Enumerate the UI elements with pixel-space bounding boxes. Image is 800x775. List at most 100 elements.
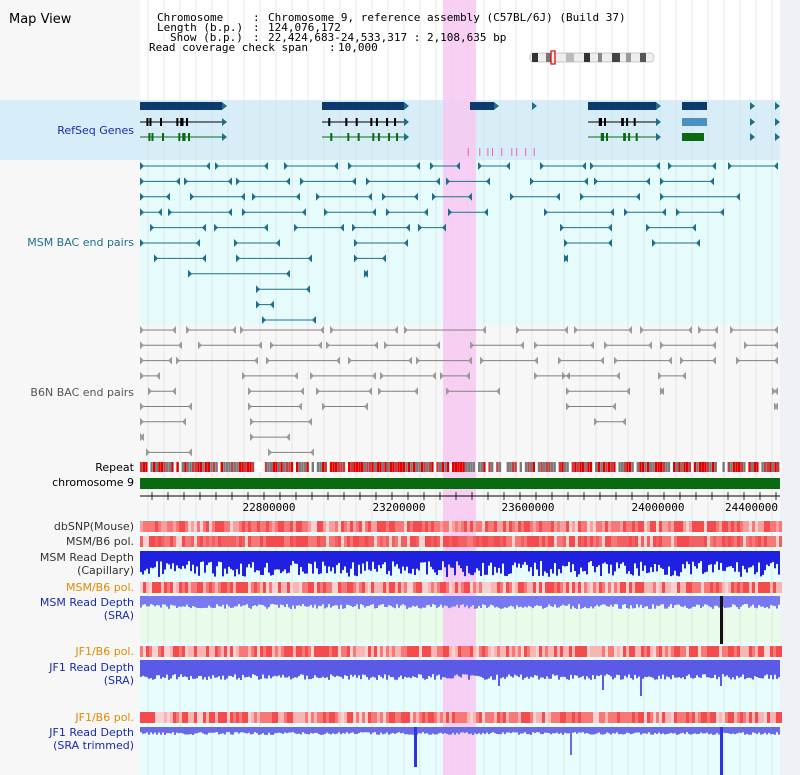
depth-bar bbox=[592, 596, 594, 609]
chromosome-ideogram[interactable] bbox=[529, 50, 655, 65]
depth-bar bbox=[518, 727, 520, 735]
depth-bar bbox=[452, 660, 454, 679]
depth-bar bbox=[574, 727, 576, 733]
heat-cell bbox=[200, 712, 203, 723]
msm-bac-label[interactable]: MSM BAC end pairs bbox=[27, 236, 134, 249]
heat-cell bbox=[686, 521, 689, 532]
depth-bar bbox=[754, 596, 756, 608]
heat-cell bbox=[677, 712, 680, 723]
depth-bar bbox=[598, 596, 600, 607]
heat-cell bbox=[722, 646, 725, 657]
heat-cell bbox=[161, 521, 164, 532]
heat-cell bbox=[557, 646, 560, 657]
heat-cell bbox=[248, 536, 251, 547]
bac-end bbox=[254, 356, 258, 365]
depth-bar bbox=[398, 727, 400, 733]
refseq-genes-track[interactable] bbox=[140, 102, 780, 156]
depth-bar bbox=[608, 551, 610, 574]
b6n-bac-track[interactable] bbox=[140, 326, 778, 457]
depth-bar bbox=[378, 660, 380, 676]
refseq-genes-label[interactable]: RefSeq Genes bbox=[57, 124, 134, 137]
depth-bar bbox=[444, 660, 446, 678]
depth-bar bbox=[460, 727, 462, 733]
depth-bar bbox=[180, 551, 182, 570]
heat-cell bbox=[332, 521, 335, 532]
depth-bar bbox=[310, 660, 312, 680]
depth-bar bbox=[264, 727, 266, 735]
heat-cell bbox=[215, 646, 218, 657]
heat-cell bbox=[245, 712, 248, 723]
heat-cell bbox=[707, 712, 710, 723]
depth-bar bbox=[190, 596, 192, 609]
depth-bar bbox=[734, 727, 736, 735]
heat-cell bbox=[392, 582, 395, 593]
heat-cell bbox=[662, 712, 665, 723]
heat-cell bbox=[491, 521, 494, 532]
depth-bar bbox=[188, 727, 190, 735]
depth-bar bbox=[592, 551, 594, 567]
repeat-block bbox=[652, 462, 655, 472]
heat-cell bbox=[296, 712, 299, 723]
repeat-block bbox=[561, 462, 564, 472]
depth-bar bbox=[308, 660, 310, 680]
depth-bar bbox=[572, 660, 574, 679]
b6n-bac-label[interactable]: B6N BAC end pairs bbox=[30, 386, 134, 399]
heat-cell bbox=[728, 536, 731, 547]
repeat-block bbox=[147, 462, 151, 472]
depth-bar bbox=[196, 596, 198, 608]
bac-end bbox=[294, 223, 298, 232]
heat-cell bbox=[143, 582, 146, 593]
heat-cell bbox=[515, 536, 518, 547]
depth-bar bbox=[356, 660, 358, 678]
heat-cell bbox=[308, 712, 311, 723]
depth-bar bbox=[572, 596, 574, 607]
depth-bar bbox=[300, 551, 302, 567]
right-scrollbar[interactable] bbox=[780, 0, 800, 775]
heat-cell bbox=[509, 582, 512, 593]
depth-bar bbox=[634, 660, 636, 675]
heat-cell bbox=[668, 646, 671, 657]
depth-bar bbox=[260, 551, 262, 575]
refseq-exon bbox=[598, 118, 601, 126]
heat-cell bbox=[698, 521, 701, 532]
heat-cell bbox=[380, 712, 383, 723]
bac-end bbox=[236, 177, 240, 186]
repeat-block bbox=[485, 462, 489, 472]
depth-bar bbox=[580, 596, 582, 609]
depth-bar bbox=[680, 660, 682, 679]
depth-bar bbox=[674, 551, 676, 571]
heat-cell bbox=[383, 536, 386, 547]
depth-bar bbox=[684, 727, 686, 735]
depth-bar bbox=[340, 551, 342, 574]
heat-cell bbox=[563, 521, 566, 532]
heat-cell bbox=[272, 712, 275, 723]
depth-bar bbox=[238, 727, 240, 734]
heat-cell bbox=[740, 712, 743, 723]
heat-cell bbox=[248, 646, 251, 657]
depth-bar bbox=[542, 727, 544, 735]
depth-bar bbox=[250, 551, 252, 568]
repeat-block bbox=[662, 462, 665, 472]
depth-bar bbox=[534, 660, 536, 676]
depth-bar bbox=[198, 551, 200, 576]
depth-bar bbox=[408, 660, 410, 678]
selected-region-highlight[interactable] bbox=[443, 0, 476, 775]
depth-bar bbox=[552, 596, 554, 607]
msm-bac-track[interactable] bbox=[140, 162, 778, 324]
heat-cell bbox=[332, 582, 335, 593]
depth-bar bbox=[180, 596, 182, 607]
refseq-exon bbox=[355, 118, 358, 126]
bac-end bbox=[574, 326, 578, 334]
heat-cell bbox=[734, 712, 737, 723]
heat-cell bbox=[503, 521, 506, 532]
depth-bar bbox=[244, 551, 246, 577]
heat-cell bbox=[575, 536, 578, 547]
heat-cell bbox=[413, 646, 416, 657]
depth-bar bbox=[206, 596, 208, 608]
strand-arrow bbox=[775, 133, 780, 141]
heat-cell bbox=[779, 712, 782, 723]
depth-bar bbox=[510, 551, 512, 574]
depth-bar bbox=[688, 660, 690, 675]
repeat-block bbox=[246, 462, 249, 472]
